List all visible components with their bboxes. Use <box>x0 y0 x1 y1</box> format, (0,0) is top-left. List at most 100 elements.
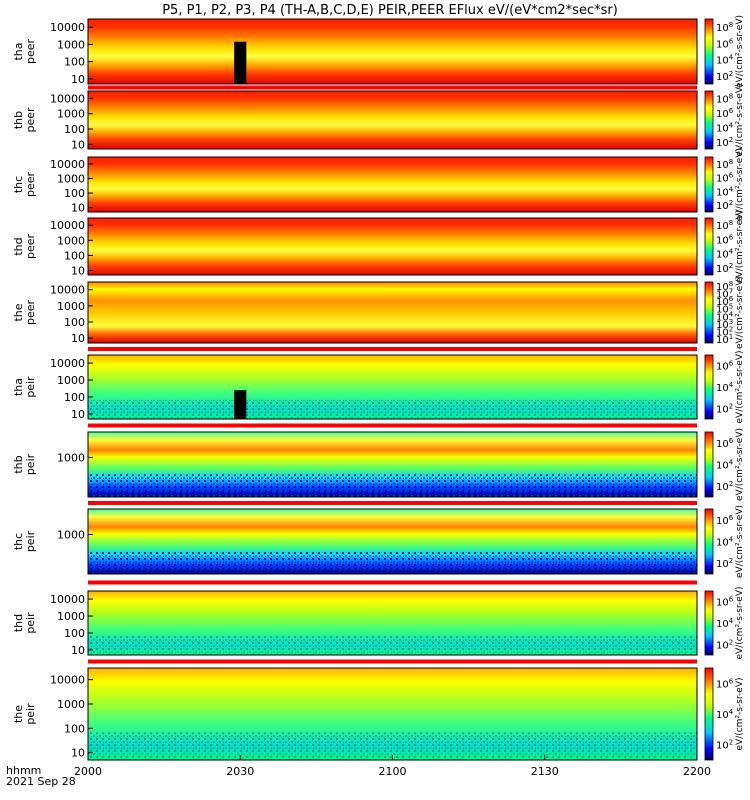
colorbar-tick: 102 <box>716 638 733 651</box>
colorbar-unit: eV/(cm²-s-sr-eV) <box>735 276 745 349</box>
ytick-label: 1000 <box>57 610 85 623</box>
spectrogram-3 <box>88 218 697 275</box>
ytick-label: 100 <box>64 316 85 329</box>
ytick-label: 10 <box>71 747 85 760</box>
spectrogram-2 <box>88 157 697 212</box>
colorbar-1 <box>704 90 714 150</box>
ytick-label: 1000 <box>57 528 85 541</box>
ytick-label: 10 <box>71 202 85 215</box>
colorbar-unit: eV/(cm²-s-sr-eV) <box>735 83 745 156</box>
colorbar-tick: 108 <box>716 21 733 34</box>
xtick-label: 2000 <box>74 765 102 778</box>
colorbar-tick: 104 <box>716 708 734 721</box>
low-energy-noise-5 <box>88 399 697 419</box>
ylabel: thd <box>12 237 25 255</box>
panel-frame-6 <box>87 431 698 498</box>
spectrogram-0 <box>88 19 697 84</box>
ytick-label: 1000 <box>57 300 85 313</box>
ylabel: peer <box>24 234 37 260</box>
colorbar-tick: 102 <box>716 480 733 493</box>
colorbar-tick: 104 <box>716 185 734 198</box>
colorbar-tick: 104 <box>716 536 734 549</box>
ytick-label: 1000 <box>57 698 85 711</box>
colorbar-tick: 108 <box>716 219 733 232</box>
panel-the-peir: 10 100 1000 10000 the peir 102 104 106 eV/(cm²-s-… <box>12 667 745 761</box>
spectrogram-1 <box>88 91 697 149</box>
ylabel: thb <box>12 111 25 129</box>
ytick-label: 1000 <box>57 38 85 51</box>
xtick-label: 2030 <box>226 765 254 778</box>
panel-frame-7 <box>87 508 698 575</box>
x-label-date: 2021 Sep 28 <box>6 775 76 788</box>
ytick-label: 1000 <box>57 234 85 247</box>
colorbar-tick: 102 <box>716 262 733 275</box>
flag-bar-2 <box>88 423 697 428</box>
ylabel: thb <box>12 455 25 473</box>
xtick-label: 2100 <box>379 765 407 778</box>
flag-bar-5 <box>88 659 697 664</box>
ytick-label: 1000 <box>57 374 85 387</box>
ytick-label: 10000 <box>50 593 85 606</box>
colorbar-tick: 106 <box>716 172 734 185</box>
flag-bar-4 <box>88 580 697 585</box>
colorbar-unit: eV/(cm²-s-sr-eV) <box>735 677 745 750</box>
ytick-label: 10000 <box>50 92 85 105</box>
colorbar-unit: eV/(cm²-s-sr-eV) <box>735 428 745 501</box>
ylabel: peer <box>24 39 37 65</box>
flag-bar-3 <box>88 501 697 505</box>
colorbar-tick: 106 <box>716 360 734 373</box>
panel-thb-peer: 10 100 1000 10000 tha peer 102 104 106 108 eV/(cm²… <box>12 15 745 88</box>
panel-thc-peir: 1000 thc peir 102 104 106 eV/(cm²-s-sr-eV) <box>12 505 745 578</box>
colorbar-unit: eV/(cm²-s-sr-eV) <box>735 350 745 423</box>
colorbar-tick: 102 <box>716 739 733 752</box>
colorbar-tick: 108 <box>716 92 733 105</box>
ylabel: peer <box>24 107 37 133</box>
ytick-label: 100 <box>64 123 85 136</box>
ytick-label: 10 <box>71 264 85 277</box>
ylabel: thd <box>12 614 25 632</box>
colorbar-9 <box>704 667 714 761</box>
ylabel: peir <box>24 453 37 475</box>
ylabel: peir <box>24 612 37 634</box>
colorbar-unit: eV/(cm²-s-sr-eV) <box>735 586 745 659</box>
colorbar-tick: 106 <box>716 107 734 120</box>
colorbar-3 <box>704 217 714 276</box>
ylabel: thc <box>12 176 25 193</box>
ylabel: tha <box>12 42 25 60</box>
xtick-label: 2130 <box>531 765 559 778</box>
ylabel: tha <box>12 378 25 396</box>
ytick-label: 10000 <box>50 284 85 297</box>
low-energy-noise-7 <box>88 551 697 574</box>
colorbar-8 <box>704 590 714 656</box>
colorbar-tick: 104 <box>716 617 734 630</box>
colorbar-tick: 106 <box>716 514 734 527</box>
colorbar-tick: 108 <box>716 158 733 171</box>
colorbar-7 <box>704 508 714 575</box>
colorbar-tick: 106 <box>716 677 734 690</box>
colorbar-5 <box>704 354 714 420</box>
ytick-label: 10000 <box>50 219 85 232</box>
panel-frame-8 <box>87 590 698 656</box>
colorbar-tick: 106 <box>716 437 734 450</box>
colorbar-6 <box>704 431 714 498</box>
data-gap-5 <box>234 390 247 419</box>
colorbar-tick: 102 <box>716 557 733 570</box>
colorbar-tick: 102 <box>716 70 733 83</box>
colorbar-2 <box>704 156 714 213</box>
ylabel: the <box>12 705 25 723</box>
panel-frame-2 <box>87 156 698 213</box>
colorbar-unit: eV/(cm²-s-sr-eV) <box>735 505 745 578</box>
colorbar-4 <box>704 281 714 344</box>
ytick-label: 1000 <box>57 173 85 186</box>
ylabel: peir <box>24 703 37 725</box>
ytick-label: 10 <box>71 332 85 345</box>
ylabel: peir <box>24 530 37 552</box>
low-energy-noise-6 <box>88 474 697 497</box>
panel-thb-peir: 1000 thb peir 102 104 106 eV/(cm²-s-sr-eV) <box>12 428 745 501</box>
flag-bar-1 <box>88 347 697 351</box>
ytick-label: 100 <box>64 391 85 404</box>
